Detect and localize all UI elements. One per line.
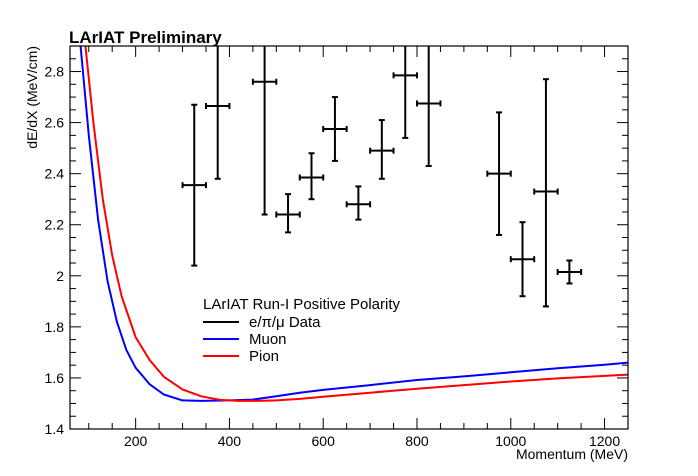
x-tick-label: 200 xyxy=(124,433,148,449)
data-point xyxy=(486,111,512,236)
legend-label-muon: Muon xyxy=(249,331,287,348)
y-tick-labels: 1.4 1.6 1.8 2 2.2 2.4 2.6 2.8 xyxy=(45,64,65,437)
chart-title: LArIAT Preliminary xyxy=(69,28,222,47)
curves-layer xyxy=(79,46,628,402)
data-point xyxy=(275,193,301,234)
x-tick-label: 800 xyxy=(405,433,429,449)
data-point xyxy=(345,185,372,221)
y-tick-label: 1.8 xyxy=(45,319,65,335)
y-tick-label: 2.2 xyxy=(45,217,65,233)
data-point xyxy=(369,119,395,180)
pion-curve xyxy=(84,46,628,402)
y-axis-title: dE/dX (MeV/cm) xyxy=(24,46,40,149)
y-tick-label: 1.4 xyxy=(45,421,65,437)
data-point xyxy=(204,46,231,180)
legend-entry-pion: Pion xyxy=(203,348,279,365)
legend-entry-muon: Muon xyxy=(203,331,287,348)
data-point xyxy=(415,46,442,168)
y-tick-label: 2 xyxy=(56,268,64,284)
data-point xyxy=(298,152,325,201)
plot-frame xyxy=(69,45,629,430)
plot-area xyxy=(69,45,629,430)
data-point xyxy=(556,259,583,285)
x-axis-title: Momentum (MeV) xyxy=(516,446,628,462)
data-points-layer xyxy=(181,46,583,308)
y-tick-label: 2.4 xyxy=(45,166,65,182)
data-point xyxy=(392,46,418,139)
data-point xyxy=(322,96,348,162)
data-point xyxy=(181,103,207,267)
data-point xyxy=(533,78,559,308)
legend-entry-data: e/π/μ Data xyxy=(203,314,321,331)
x-tick-label: 1200 xyxy=(589,433,620,449)
y-axis-ticks xyxy=(70,45,628,430)
legend: LArIAT Run-I Positive Polarity e/π/μ Dat… xyxy=(203,296,401,365)
x-tick-label: 400 xyxy=(218,433,242,449)
x-tick-label: 600 xyxy=(312,433,336,449)
x-axis-ticks xyxy=(88,46,629,429)
legend-label-data: e/π/μ Data xyxy=(249,314,321,331)
data-point xyxy=(509,221,536,298)
y-tick-label: 2.6 xyxy=(45,115,65,131)
x-tick-label: 1000 xyxy=(495,433,526,449)
y-tick-label: 1.6 xyxy=(45,370,65,386)
x-tick-labels: 200 400 600 800 1000 1200 xyxy=(124,433,620,449)
legend-header: LArIAT Run-I Positive Polarity xyxy=(203,296,401,313)
legend-label-pion: Pion xyxy=(249,348,279,365)
data-point xyxy=(251,46,278,216)
y-tick-label: 2.8 xyxy=(45,64,65,80)
